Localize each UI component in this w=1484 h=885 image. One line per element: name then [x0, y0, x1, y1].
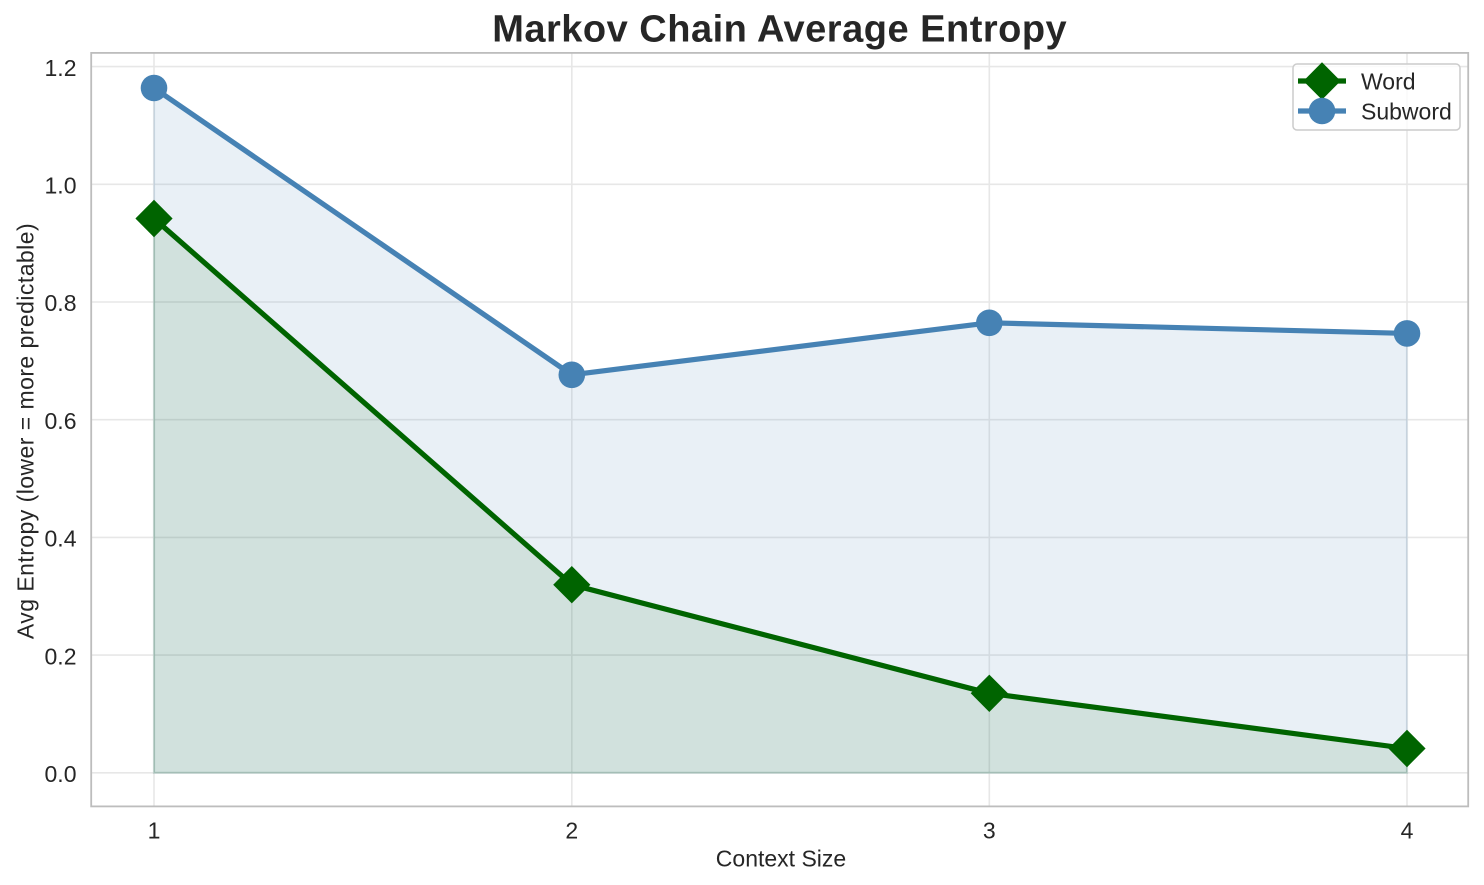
svg-text:Subword: Subword: [1361, 98, 1452, 124]
svg-text:Context Size: Context Size: [716, 846, 846, 872]
svg-text:0.4: 0.4: [45, 526, 77, 552]
svg-text:2: 2: [565, 818, 578, 844]
svg-text:1: 1: [148, 818, 161, 844]
svg-text:0.0: 0.0: [45, 761, 77, 787]
svg-text:0.6: 0.6: [45, 408, 77, 434]
svg-text:1.0: 1.0: [45, 173, 77, 199]
svg-text:1.2: 1.2: [45, 55, 77, 81]
svg-text:4: 4: [1401, 818, 1414, 844]
svg-text:Avg Entropy (lower = more pred: Avg Entropy (lower = more predictable): [13, 223, 39, 639]
svg-text:0.2: 0.2: [45, 643, 77, 669]
svg-text:Markov Chain Average Entropy: Markov Chain Average Entropy: [492, 9, 1067, 51]
svg-text:0.8: 0.8: [45, 290, 77, 316]
svg-text:Word: Word: [1361, 68, 1416, 94]
svg-text:3: 3: [983, 818, 996, 844]
